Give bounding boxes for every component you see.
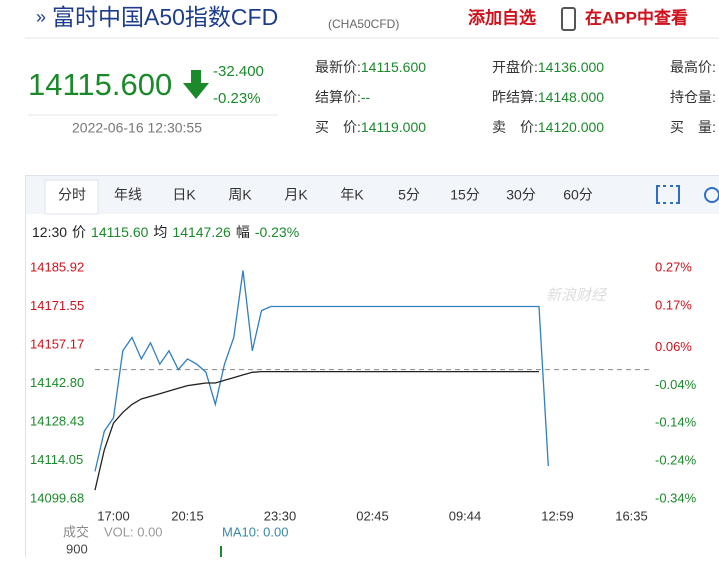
field-value: 14136.000 xyxy=(538,59,604,75)
field-label: 买 量: xyxy=(670,119,716,135)
y-tick-label: 14142.80 xyxy=(30,375,84,390)
field-value: 14119.000 xyxy=(361,119,426,135)
bullet: » xyxy=(36,7,46,27)
y2-tick-label: -0.14% xyxy=(655,415,697,430)
tab[interactable]: 年线 xyxy=(114,187,142,203)
x-tick-label: 12:59 xyxy=(541,508,574,523)
x-tick-label: 23:30 xyxy=(264,508,297,523)
field-label: 买 价: xyxy=(315,119,361,135)
change-pct: -0.23% xyxy=(213,90,261,107)
field-label: 开盘价: xyxy=(492,59,538,75)
x-tick-label: 02:45 xyxy=(356,508,389,523)
change: -32.400 xyxy=(213,63,264,80)
info-avg: 14147.26 xyxy=(172,224,231,240)
field: 昨结算:14148.000 xyxy=(492,89,604,105)
tab[interactable]: 15分 xyxy=(450,187,480,203)
series-line xyxy=(95,372,539,491)
field-value: -- xyxy=(361,89,371,105)
field: 持仓量: xyxy=(670,89,716,105)
price: 14115.600 xyxy=(28,67,172,102)
tab[interactable]: 日K xyxy=(172,187,196,203)
y-tick-label: 14128.43 xyxy=(30,413,84,428)
field-label: 卖 价: xyxy=(492,119,538,135)
y-tick-label: 14114.05 xyxy=(30,452,83,467)
tab[interactable]: 年K xyxy=(340,187,364,203)
open-app[interactable]: 在APP中查看 xyxy=(585,7,688,27)
tab[interactable]: 分时 xyxy=(58,187,86,203)
down-arrow xyxy=(183,70,209,99)
field-label: 最新价: xyxy=(315,59,361,75)
y-tick-label: 14157.17 xyxy=(30,336,84,351)
y2-tick-label: -0.24% xyxy=(655,453,697,468)
field-label: 昨结算: xyxy=(492,89,538,105)
y2-tick-label: 0.27% xyxy=(655,259,692,274)
field: 最高价: xyxy=(670,59,716,75)
x-tick-label: 09:44 xyxy=(449,508,482,523)
field: 买 量: xyxy=(670,119,716,135)
field: 结算价:-- xyxy=(315,89,371,105)
y-tick-label: 14171.55 xyxy=(30,298,84,313)
code: (CHA50CFD) xyxy=(328,17,399,31)
field-label: 持仓量: xyxy=(670,89,716,105)
title: 富时中国A50指数CFD xyxy=(52,4,278,30)
quote-fields: 最新价:14115.600 开盘价:14136.000 最高价: 结算价:-- 昨结算:… xyxy=(315,59,716,135)
field-value: 14148.000 xyxy=(538,89,604,105)
volume-title: 成交 xyxy=(63,524,89,539)
info-amp: -0.23% xyxy=(255,224,299,240)
info-amp_label: 幅 xyxy=(236,224,250,240)
field: 买 价:14119.000 xyxy=(315,119,426,135)
tab[interactable]: 60分 xyxy=(563,187,593,203)
volume-ma: MA10: 0.00 xyxy=(222,524,289,539)
volume-tick: 900 xyxy=(66,541,88,556)
x-tick-label: 17:00 xyxy=(97,508,130,523)
info-time: 12:30 xyxy=(32,224,67,240)
watermark: 新浪财经 xyxy=(546,287,608,304)
info-avg_label: 均 xyxy=(153,224,167,240)
volume-vol: VOL: 0.00 xyxy=(104,524,163,539)
info-price_label: 价 xyxy=(72,224,86,240)
phone-icon xyxy=(562,8,575,30)
y-tick-label: 14185.92 xyxy=(30,259,84,274)
field: 卖 价:14120.000 xyxy=(492,119,604,135)
quote-time: 2022-06-16 12:30:55 xyxy=(72,120,202,136)
field-value: 14115.600 xyxy=(361,59,426,75)
info-price: 14115.60 xyxy=(91,224,149,240)
y2-tick-label: 0.17% xyxy=(655,297,692,312)
y-tick-label: 14099.68 xyxy=(30,490,84,505)
field-label: 最高价: xyxy=(670,59,716,75)
volume-bar xyxy=(220,546,222,557)
field-value: 14120.000 xyxy=(538,119,604,135)
tab[interactable]: 月K xyxy=(284,187,308,203)
add-watch[interactable]: 添加自选 xyxy=(468,7,536,27)
y2-tick-label: 0.06% xyxy=(655,339,692,354)
field-label: 结算价: xyxy=(315,89,361,105)
y2-tick-label: -0.34% xyxy=(655,490,697,505)
tab[interactable]: 周K xyxy=(228,187,252,203)
tab[interactable]: 30分 xyxy=(506,187,536,203)
x-tick-label: 16:35 xyxy=(615,508,648,523)
y2-tick-label: -0.04% xyxy=(655,377,697,392)
field: 开盘价:14136.000 xyxy=(492,59,604,75)
x-tick-label: 20:15 xyxy=(171,508,204,523)
tab[interactable]: 5分 xyxy=(398,187,420,203)
field: 最新价:14115.600 xyxy=(315,59,426,75)
